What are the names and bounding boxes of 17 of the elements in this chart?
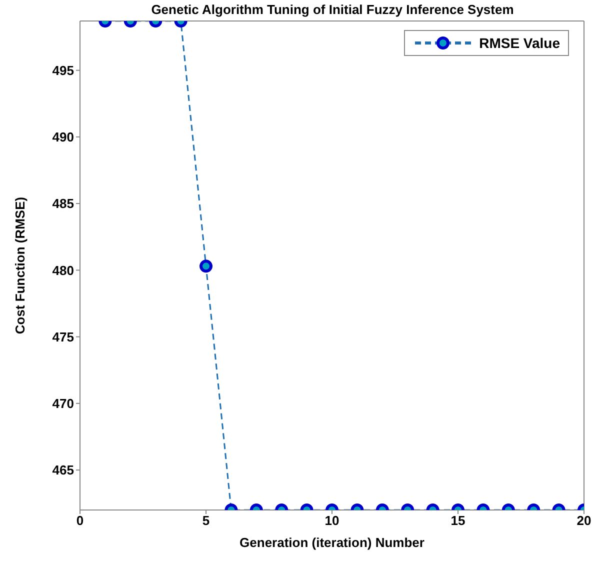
y-tick-label: 475 xyxy=(52,329,74,344)
y-tick-label: 480 xyxy=(52,262,74,278)
x-axis-title: Generation (iteration) Number xyxy=(240,535,424,550)
x-tick-label: 5 xyxy=(202,513,210,528)
y-tick-label: 470 xyxy=(52,396,74,412)
x-tick-label: 15 xyxy=(450,513,466,528)
y-axis-title: Cost Function (RMSE) xyxy=(12,196,28,334)
y-tick-label: 485 xyxy=(52,196,74,212)
y-tick-label: 465 xyxy=(52,462,74,478)
x-tick-label: 20 xyxy=(576,513,592,528)
x-tick-label: 0 xyxy=(76,513,84,528)
legend-label: RMSE Value xyxy=(479,35,560,51)
y-tick-label: 490 xyxy=(52,130,74,145)
chart-title: Genetic Algorithm Tuning of Initial Fuzzy Inference System xyxy=(150,2,515,17)
point xyxy=(200,260,212,273)
y-tick-label: 495 xyxy=(52,62,74,78)
x-tick-label: 10 xyxy=(324,513,340,528)
